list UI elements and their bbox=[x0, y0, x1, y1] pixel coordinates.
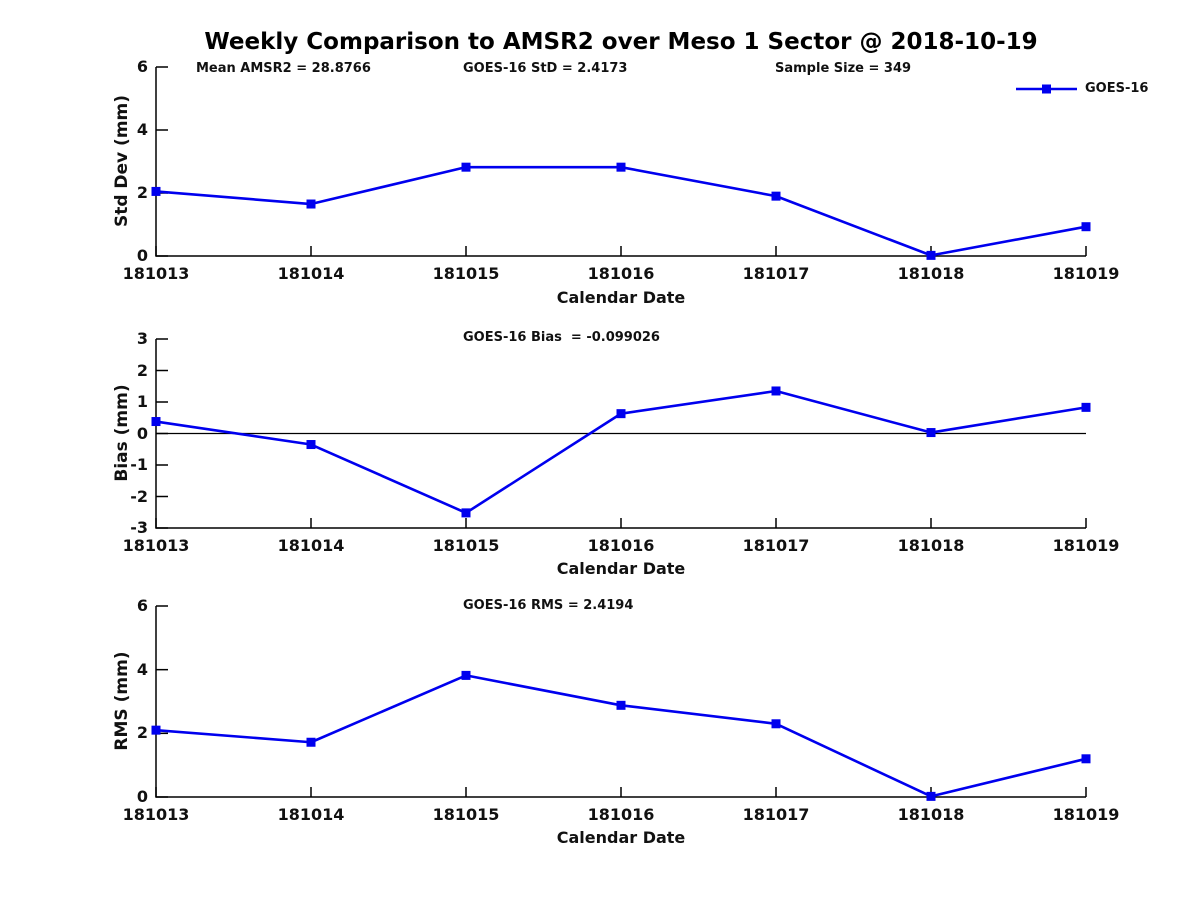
y-tick-label: 2 bbox=[136, 723, 148, 743]
x-tick-label: 181013 bbox=[122, 536, 190, 555]
annotation-goes16-bias: GOES-16 Bias = -0.099026 bbox=[463, 330, 660, 345]
series-line-goes-16 bbox=[155, 674, 1087, 798]
x-tick-label: 181019 bbox=[1052, 805, 1120, 824]
annotation-sample-size: Sample Size = 349 bbox=[775, 61, 912, 76]
x-tick-label: 181015 bbox=[432, 536, 500, 555]
data-marker bbox=[616, 409, 626, 419]
data-marker bbox=[461, 670, 471, 680]
y-tick-label: 4 bbox=[136, 120, 148, 139]
x-tick-label: 181015 bbox=[432, 805, 500, 824]
data-marker bbox=[926, 791, 936, 801]
data-marker bbox=[306, 199, 316, 209]
y-tick-label: 2 bbox=[136, 183, 148, 202]
x-tick-label: 181019 bbox=[1052, 536, 1120, 555]
x-tick-label: 181015 bbox=[432, 264, 500, 283]
data-marker bbox=[151, 186, 161, 196]
data-marker bbox=[306, 440, 316, 450]
y-tick-label: 0 bbox=[136, 423, 148, 443]
x-tick-label: 181018 bbox=[897, 536, 965, 555]
annotation-goes16-rms: GOES-16 RMS = 2.4194 bbox=[463, 598, 634, 613]
x-axis-label-top: Calendar Date bbox=[556, 288, 686, 307]
figure-title: Weekly Comparison to AMSR2 over Meso 1 S… bbox=[204, 29, 1038, 55]
data-marker bbox=[151, 725, 161, 735]
data-marker bbox=[151, 417, 161, 427]
y-tick-label: 6 bbox=[136, 57, 148, 76]
x-axis-label-middle: Calendar Date bbox=[556, 559, 686, 578]
data-marker bbox=[771, 719, 781, 729]
x-tick-label: 181018 bbox=[897, 264, 965, 283]
legend-label: GOES-16 bbox=[1085, 81, 1149, 96]
y-tick-label: -2 bbox=[130, 486, 148, 506]
y-tick-label: 4 bbox=[136, 659, 148, 679]
data-marker bbox=[306, 737, 316, 747]
x-tick-label: 181014 bbox=[277, 264, 345, 283]
annotation-goes16-std: GOES-16 StD = 2.4173 bbox=[463, 61, 628, 76]
data-marker bbox=[771, 191, 781, 201]
x-tick-label: 181013 bbox=[122, 805, 190, 824]
y-tick-label: 6 bbox=[136, 596, 148, 615]
series-line-goes-16 bbox=[155, 165, 1087, 257]
data-marker bbox=[1081, 754, 1091, 764]
x-tick-label: 181016 bbox=[587, 805, 655, 824]
y-tick-label: 0 bbox=[136, 246, 148, 265]
x-tick-label: 181013 bbox=[122, 264, 190, 283]
data-marker bbox=[461, 162, 471, 172]
x-tick-label: 181017 bbox=[742, 536, 810, 555]
data-marker bbox=[1081, 402, 1091, 412]
y-tick-label: 3 bbox=[136, 329, 148, 348]
y-tick-label: 1 bbox=[136, 392, 148, 411]
axis-spine bbox=[155, 67, 1086, 257]
data-marker bbox=[926, 428, 936, 438]
x-axis-label-bottom: Calendar Date bbox=[556, 828, 686, 847]
y-tick-label: -3 bbox=[130, 518, 148, 537]
x-tick-label: 181019 bbox=[1052, 264, 1120, 283]
x-tick-label: 181017 bbox=[742, 805, 810, 824]
legend-marker bbox=[1042, 84, 1051, 94]
x-tick-label: 181014 bbox=[277, 805, 345, 824]
x-tick-label: 181016 bbox=[587, 264, 655, 283]
data-marker bbox=[926, 250, 936, 260]
annotation-mean-amsr2: Mean AMSR2 = 28.8766 bbox=[196, 61, 371, 76]
y-tick-label: 2 bbox=[136, 360, 148, 380]
data-marker bbox=[616, 700, 626, 710]
y-tick-label: -1 bbox=[130, 455, 148, 474]
x-tick-label: 181018 bbox=[897, 805, 965, 824]
data-marker bbox=[461, 508, 471, 518]
x-tick-label: 181014 bbox=[277, 536, 345, 555]
data-marker bbox=[1081, 222, 1091, 232]
x-tick-label: 181017 bbox=[742, 264, 810, 283]
x-tick-label: 181016 bbox=[587, 536, 655, 555]
y-axis-label-std-dev: Std Dev (mm) bbox=[112, 94, 132, 228]
y-tick-label: 0 bbox=[136, 787, 148, 806]
data-marker bbox=[616, 162, 626, 172]
data-marker bbox=[771, 386, 781, 396]
